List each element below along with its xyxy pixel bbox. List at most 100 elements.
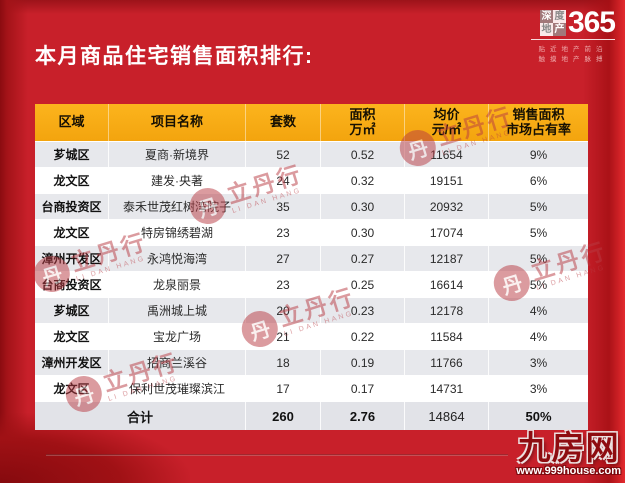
brand-logo-shendu-dichan-365: 深 度 地 产 365 贴近地产前沿 触摸地产脉搏 — [531, 6, 616, 65]
cell-region: 漳州开发区 — [41, 252, 102, 266]
cell-price: 20932 — [404, 194, 488, 219]
brand-slogan-line2: 触摸地产脉搏 — [538, 56, 608, 63]
cell-project: 招商兰溪谷 — [108, 350, 245, 375]
cell-price: 14731 — [404, 376, 488, 401]
column-header-4: 均价 元/㎡ — [404, 104, 488, 141]
cell-project: 泰禾世茂红树湾院子 — [108, 194, 245, 219]
table-row: 龙文区 建发·央著 24 0.32 19151 6% — [35, 167, 588, 193]
cell-region: 龙文区 — [53, 330, 90, 344]
sales-ranking-table: 区域 项目名称 套数 面积 万㎡ 均价 元/㎡ 销售面积 市场占有率 芗城区 夏商·新境界 52 0.… — [35, 104, 588, 430]
brand-logo-character-box: 深 度 地 产 — [539, 10, 566, 36]
cell-share: 5% — [488, 220, 588, 245]
footer-divider-line — [46, 454, 508, 456]
cell-share: 4% — [488, 298, 588, 323]
brand-logo-underline — [531, 39, 615, 40]
table-total-row: 合计 260 2.76 14864 50% — [35, 401, 588, 430]
jiufang-site-url: www.999house.com — [516, 465, 621, 477]
cell-region: 台商投资区 — [41, 278, 102, 292]
table-row: 龙文区 宝龙广场 21 0.22 11584 4% — [35, 323, 588, 349]
cell-units: 23 — [245, 220, 320, 245]
cell-area: 0.52 — [320, 142, 404, 167]
cell-units: 52 — [245, 142, 320, 167]
table-row: 漳州开发区 永鸿悦海湾 27 0.27 12187 5% — [35, 245, 588, 271]
cell-project: 禹洲城上城 — [108, 298, 245, 323]
cell-area: 0.23 — [320, 298, 404, 323]
cell-region: 芗城区 — [53, 304, 90, 318]
cell-region: 台商投资区 — [41, 200, 102, 214]
brand-logo-char: 深 — [539, 10, 553, 23]
cell-region: 芗城区 — [53, 148, 90, 162]
brand-slogan-line1: 贴近地产前沿 — [538, 46, 608, 53]
cell-share: 4% — [488, 324, 588, 349]
table-row: 龙文区 特房锦绣碧湖 23 0.30 17074 5% — [35, 219, 588, 245]
cell-units: 23 — [245, 272, 320, 297]
cell-project: 夏商·新境界 — [108, 142, 245, 167]
cell-price: 11654 — [404, 142, 488, 167]
cell-region: 龙文区 — [53, 174, 90, 188]
column-header-0: 区域 — [58, 114, 85, 130]
cell-area: 0.32 — [320, 168, 404, 193]
table-row: 漳州开发区 招商兰溪谷 18 0.19 11766 3% — [35, 349, 588, 375]
cell-area: 0.25 — [320, 272, 404, 297]
cell-project: 特房锦绣碧湖 — [108, 220, 245, 245]
cell-region: 漳州开发区 — [41, 356, 102, 370]
cell-price: 16614 — [404, 272, 488, 297]
cell-project: 保利世茂璀璨滨江 — [108, 376, 245, 401]
brand-logo-char: 产 — [552, 23, 566, 36]
cell-share: 3% — [488, 350, 588, 375]
cell-area: 0.30 — [320, 220, 404, 245]
cell-price: 11766 — [404, 350, 488, 375]
cell-area: 0.17 — [320, 376, 404, 401]
cell-area: 0.22 — [320, 324, 404, 349]
column-header-3: 面积 万㎡ — [320, 104, 404, 141]
cell-units: 17 — [245, 376, 320, 401]
jiufang-site-name: 九房网 — [517, 429, 620, 466]
cell-units: 27 — [245, 246, 320, 271]
brand-logo-char: 地 — [539, 23, 553, 36]
cell-price: 12178 — [404, 298, 488, 323]
table-row: 台商投资区 龙泉丽景 23 0.25 16614 5% — [35, 271, 588, 297]
cell-project: 永鸿悦海湾 — [108, 246, 245, 271]
cell-project: 建发·央著 — [108, 168, 245, 193]
cell-price: 11584 — [404, 324, 488, 349]
cell-units: 24 — [245, 168, 320, 193]
cell-price: 19151 — [404, 168, 488, 193]
column-header-1: 项目名称 — [108, 104, 245, 141]
cell-share: 6% — [488, 168, 588, 193]
cell-project: 宝龙广场 — [108, 324, 245, 349]
column-header-2: 套数 — [245, 104, 320, 141]
total-area-cell: 2.76 — [320, 402, 404, 430]
cell-share: 9% — [488, 142, 588, 167]
brand-logo-number: 365 — [567, 6, 616, 39]
cell-units: 35 — [245, 194, 320, 219]
page-title: 本月商品住宅销售面积排行: — [35, 45, 314, 68]
table-row: 芗城区 夏商·新境界 52 0.52 11654 9% — [35, 141, 588, 167]
cell-share: 5% — [488, 194, 588, 219]
table-header-row: 区域 项目名称 套数 面积 万㎡ 均价 元/㎡ 销售面积 市场占有率 — [35, 104, 588, 141]
table-body: 芗城区 夏商·新境界 52 0.52 11654 9% 龙文区 建发·央著 24 0.32 1915… — [35, 141, 588, 401]
cell-region: 龙文区 — [53, 226, 90, 240]
cell-region: 龙文区 — [53, 382, 90, 396]
total-price-cell: 14864 — [404, 402, 488, 430]
total-label-cell: 合计 — [126, 409, 153, 425]
cell-units: 20 — [245, 298, 320, 323]
cell-share: 5% — [488, 246, 588, 271]
jiufang-site-logo: 九房网 www.999house.com — [516, 429, 621, 478]
cell-area: 0.19 — [320, 350, 404, 375]
total-units-cell: 260 — [245, 402, 320, 430]
table-row: 龙文区 保利世茂璀璨滨江 17 0.17 14731 3% — [35, 375, 588, 401]
total-share-cell: 50% — [488, 402, 588, 430]
cell-units: 21 — [245, 324, 320, 349]
cell-price: 12187 — [404, 246, 488, 271]
brand-logo-char: 度 — [552, 10, 566, 23]
cell-price: 17074 — [404, 220, 488, 245]
table-row: 台商投资区 泰禾世茂红树湾院子 35 0.30 20932 5% — [35, 193, 588, 219]
cell-share: 3% — [488, 376, 588, 401]
column-header-5: 销售面积 市场占有率 — [488, 104, 588, 141]
cell-project: 龙泉丽景 — [108, 272, 245, 297]
cell-share: 5% — [488, 272, 588, 297]
cell-area: 0.30 — [320, 194, 404, 219]
brand-logo-top: 深 度 地 产 365 — [531, 6, 616, 39]
table-row: 芗城区 禹洲城上城 20 0.23 12178 4% — [35, 297, 588, 323]
